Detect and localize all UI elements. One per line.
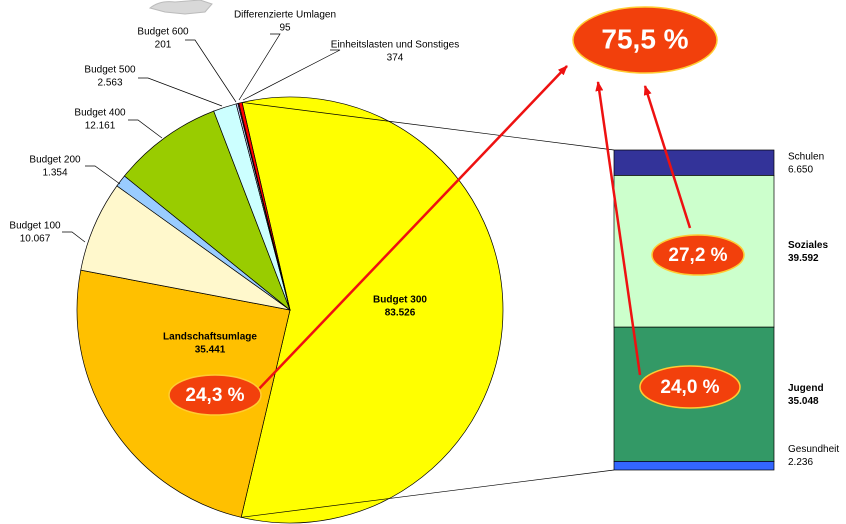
- slice-value-label: 374: [387, 53, 404, 64]
- slice-label: Budget 300: [373, 295, 427, 306]
- arrow: [595, 81, 642, 376]
- percent-label: 24,3 %: [185, 385, 244, 406]
- connector-line: [242, 102, 615, 151]
- leader-line: [85, 165, 121, 185]
- percent-bubble: [168, 374, 262, 416]
- slice-value-label: 1.354: [42, 168, 67, 179]
- bar-label: Schulen: [788, 152, 824, 163]
- arrow: [255, 65, 568, 393]
- percent-bubble: [639, 365, 741, 409]
- slice-label: Einheitslasten und Sonstiges: [331, 40, 459, 51]
- slice-label: Budget 200: [29, 155, 81, 166]
- bar-value-label: 35.048: [788, 396, 819, 407]
- slice-value-label: 10.067: [20, 234, 51, 245]
- percent-label: 27,2 %: [668, 245, 727, 266]
- slice-value-label: 83.526: [385, 308, 416, 319]
- slice-label: Budget 600: [137, 27, 189, 38]
- bar-segment: [613, 149, 775, 176]
- leader-line: [128, 119, 163, 139]
- slice-value-label: 95: [279, 23, 291, 34]
- bar-label: Gesundheit: [788, 444, 839, 455]
- percent-label: 24,0 %: [660, 377, 719, 398]
- map-decoration: [148, 0, 213, 15]
- slice-label: Budget 500: [84, 65, 136, 76]
- leader-line: [242, 49, 341, 101]
- leader-line: [185, 39, 237, 103]
- leader-line: [238, 33, 281, 101]
- annotations: 24,3 % 27,2 % 24,0 % 75,5 %: [168, 6, 745, 416]
- bar-value-label: 6.650: [788, 165, 813, 176]
- connector-line: [241, 469, 615, 518]
- leader-line: [138, 77, 223, 107]
- slice-label: Budget 100: [9, 221, 61, 232]
- bar-label: Jugend: [788, 383, 824, 394]
- pie: Budget 300 83.526 Landschaftsumlage 35.441 B…: [9, 10, 615, 524]
- bar-value-label: 2.236: [788, 457, 813, 468]
- stacked-bar: Schulen 6.650 Soziales 39.592 Jugend 35.048 Ge…: [613, 149, 839, 471]
- bar-segment: [613, 461, 775, 471]
- slice-label: Differenzierte Umlagen: [234, 10, 336, 21]
- slice-label: Budget 400: [74, 108, 126, 119]
- bar-label: Soziales: [788, 240, 828, 251]
- percent-label: 75,5 %: [601, 23, 688, 54]
- slice-value-label: 2.563: [97, 78, 122, 89]
- pie-slice: [123, 110, 291, 312]
- slice-value-label: 35.441: [195, 345, 226, 356]
- arrow: [643, 85, 692, 229]
- bar-value-label: 39.592: [788, 253, 819, 264]
- slice-value-label: 201: [155, 40, 172, 51]
- pie-slice: [238, 102, 291, 311]
- leader-line: [62, 231, 86, 243]
- slice-value-label: 12.161: [85, 121, 116, 132]
- percent-bubble: [572, 6, 718, 74]
- slice-label: Landschaftsumlage: [163, 332, 257, 343]
- percent-bubble: [651, 234, 745, 276]
